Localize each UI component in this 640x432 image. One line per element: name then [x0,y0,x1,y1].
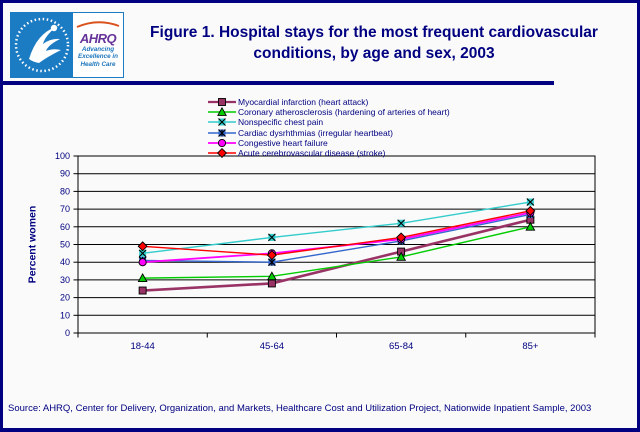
x-tick-label: 45-64 [260,341,284,352]
legend-swatch [208,148,236,159]
y-tick-label: 100 [55,151,70,161]
legend-label: Nonspecific chest pain [238,117,324,128]
series-x [138,198,535,258]
ahrq-hhs-logo: AHRQ Advancing Excellence in Health Care [10,12,124,78]
ahrq-wordmark: AHRQ Advancing Excellence in Health Care [73,13,123,77]
series-line [142,201,531,255]
x-marker [138,249,147,258]
x-marker [397,219,406,228]
x-marker [267,233,276,242]
circle-marker [138,258,147,267]
legend-swatch [208,107,236,117]
triangle-marker [137,272,148,282]
series-square [138,215,535,295]
series-star [138,210,535,267]
chart-canvas: 0 10 20 30 40 50 60 70 80 90 100 18-44 45-64 65-84 85+ [55,151,596,352]
y-tick-label: 50 [60,240,70,250]
series-line [142,211,531,264]
square-marker [218,98,226,107]
diamond-marker [396,232,407,243]
series-line [142,218,531,292]
legend-label: Myocardial infarction (heart attack) [238,97,369,108]
diamond-marker [525,205,536,216]
legend-label: Acute cerebrovascular disease (stroke) [238,148,386,159]
series-diamond [137,205,536,261]
series-line [142,213,531,263]
x-marker [218,118,226,127]
legend-item: Cardiac dysrhthmias (irregular heartbeat… [208,128,450,138]
legend-item: Congestive heart failure [208,138,450,148]
triangle-marker [396,251,407,261]
diamond-marker [216,148,228,159]
legend-swatch [208,138,236,147]
y-tick-label: 20 [60,293,70,303]
diamond-marker [266,250,277,261]
y-tick-label: 10 [60,310,70,320]
source-note: Source: AHRQ, Center for Delivery, Organ… [8,403,592,414]
series-triangle [137,221,536,282]
legend-swatch [208,128,236,137]
legend-item: Coronary atherosclerosis (hardening of a… [208,107,450,117]
y-tick-label: 40 [60,257,70,267]
x-tick-label: 18-44 [130,341,154,352]
hhs-eagle-icon [14,17,70,73]
series-circle [138,208,535,267]
y-tick-label: 60 [60,222,70,232]
x-marker [526,198,535,206]
x-tick-label: 85+ [522,341,539,352]
y-tick-label: 30 [60,275,70,285]
ahrq-acronym: AHRQ [79,31,117,46]
circle-marker [217,138,227,147]
square-marker [267,279,276,288]
hhs-seal [11,13,73,77]
legend-swatch [208,118,236,127]
legend-item: Myocardial infarction (heart attack) [208,97,450,107]
y-tick-label: 90 [60,169,70,179]
series-line [142,210,531,256]
triangle-marker [217,107,227,117]
ahrq-swoosh-icon [76,21,120,28]
y-axis-title: Percent women [26,205,39,284]
y-tick-label: 0 [65,328,70,338]
x-tick-label: 65-84 [389,341,413,352]
legend-label: Coronary atherosclerosis (hardening of a… [238,107,450,118]
legend-label: Cardiac dysrhthmias (irregular heartbeat… [238,127,393,138]
legend-item: Acute cerebrovascular disease (stroke) [208,148,450,159]
ahrq-tagline: Advancing Excellence in Health Care [78,46,118,68]
y-tick-label: 80 [60,186,70,196]
diamond-marker [137,241,148,252]
chart-section: Percent women Myocardial infarction (hea… [3,90,637,400]
legend-item: Nonspecific chest pain [208,117,450,127]
y-tick-label: 70 [60,204,70,214]
legend-label: Congestive heart failure [238,137,328,148]
series-line [142,226,531,279]
figure-title: Figure 1. Hospital stays for the most fr… [150,24,598,62]
triangle-marker [266,271,277,281]
legend-swatch [208,98,236,107]
triangle-marker [525,221,536,231]
square-marker [138,286,147,295]
header-separator [3,81,554,85]
chart-legend: Myocardial infarction (heart attack) Coro… [208,97,450,159]
